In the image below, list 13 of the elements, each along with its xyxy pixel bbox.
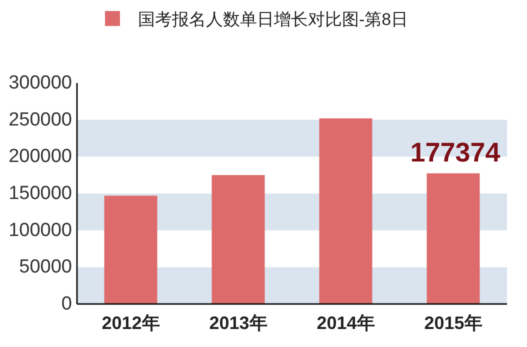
x-tick-label: 2014年 (316, 313, 375, 333)
x-tick-label: 2012年 (102, 313, 160, 333)
y-tick-label: 250000 (8, 109, 72, 130)
y-tick-label: 0 (61, 294, 72, 314)
legend-label: 国考报名人数单日增长对比图-第8日 (138, 10, 408, 29)
x-tick-label: 2013年 (209, 313, 268, 333)
y-tick-label: 50000 (19, 256, 72, 278)
y-tick-label: 200000 (8, 146, 72, 168)
y-tick-label: 100000 (8, 220, 72, 241)
x-tick-label: 2015年 (424, 313, 482, 333)
y-tick-label: 150000 (8, 183, 72, 204)
y-tick-label: 300000 (8, 72, 72, 94)
data-label: 177374 (410, 137, 500, 168)
